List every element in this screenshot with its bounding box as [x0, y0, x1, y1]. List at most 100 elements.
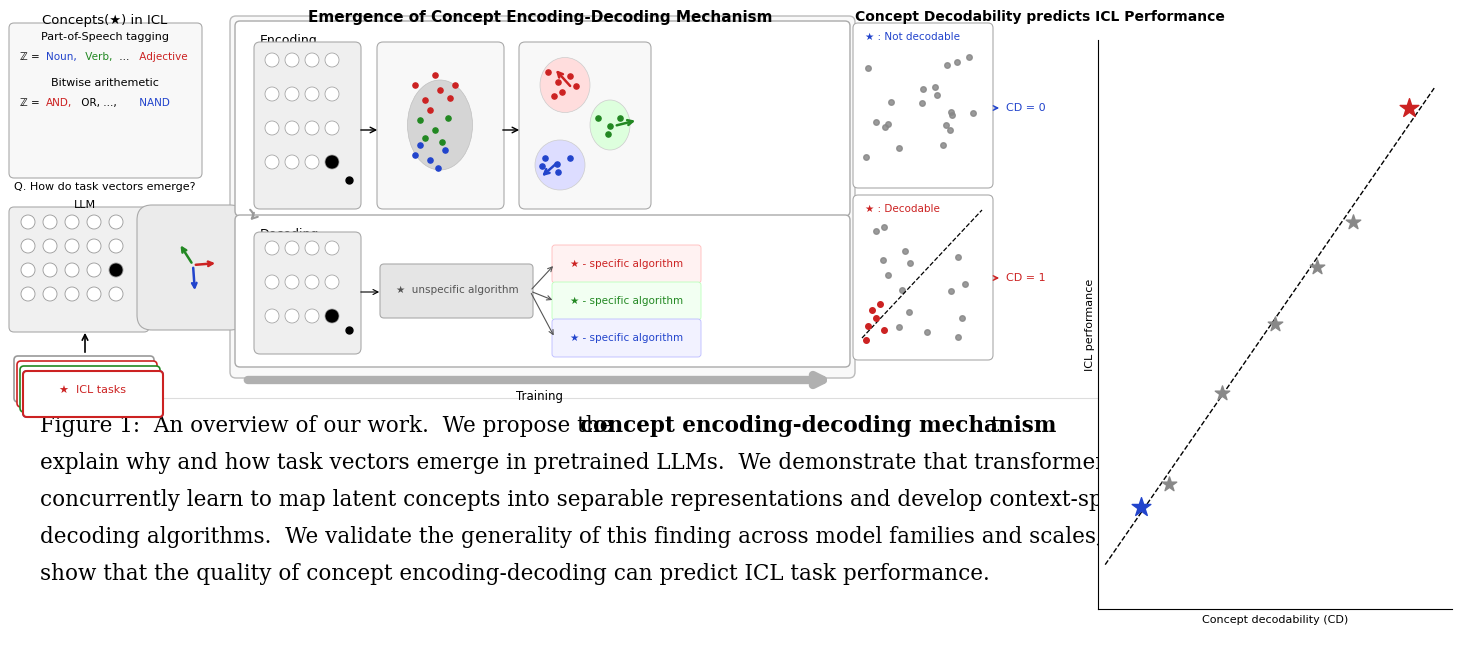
FancyBboxPatch shape [254, 232, 361, 354]
Circle shape [305, 87, 318, 101]
Point [404, 150, 427, 160]
Point [419, 155, 442, 166]
Y-axis label: ICL performance: ICL performance [1085, 278, 1095, 371]
Point [547, 77, 570, 87]
Circle shape [324, 87, 339, 101]
Circle shape [109, 263, 122, 277]
Point [880, 97, 904, 108]
Point [877, 269, 901, 280]
Circle shape [87, 287, 102, 301]
FancyBboxPatch shape [230, 16, 855, 378]
Ellipse shape [539, 58, 590, 113]
Text: explain why and how task vectors emerge in pretrained LLMs.  We demonstrate that: explain why and how task vectors emerge … [40, 452, 1117, 474]
Point [856, 320, 880, 331]
Text: Noun,: Noun, [46, 52, 77, 62]
Circle shape [21, 287, 35, 301]
Text: CD = 1: CD = 1 [1005, 273, 1045, 283]
Point [946, 252, 970, 263]
Text: ...: ... [116, 52, 130, 62]
FancyBboxPatch shape [18, 361, 158, 407]
Text: concept encoding-decoding mechanism: concept encoding-decoding mechanism [579, 415, 1057, 437]
Point [898, 258, 921, 269]
Point [419, 105, 442, 115]
Circle shape [265, 241, 279, 255]
Point [926, 90, 949, 101]
Circle shape [265, 309, 279, 323]
Point [873, 221, 896, 232]
Text: Training: Training [516, 390, 563, 403]
Circle shape [305, 155, 318, 169]
Text: ★  ICL tasks: ★ ICL tasks [59, 385, 127, 395]
Circle shape [324, 275, 339, 289]
Text: Adjective: Adjective [136, 52, 187, 62]
Circle shape [43, 287, 57, 301]
Point [413, 132, 436, 143]
Text: ★ : Decodable: ★ : Decodable [865, 204, 940, 214]
Point [1157, 479, 1181, 489]
FancyBboxPatch shape [24, 371, 164, 417]
Point [547, 167, 570, 177]
Circle shape [87, 215, 102, 229]
Point [856, 63, 880, 73]
Point [537, 67, 560, 77]
FancyBboxPatch shape [551, 245, 702, 283]
Circle shape [109, 215, 122, 229]
Point [939, 286, 963, 297]
Point [1306, 262, 1330, 273]
Point [957, 52, 980, 63]
Circle shape [65, 287, 80, 301]
Circle shape [265, 275, 279, 289]
FancyBboxPatch shape [24, 371, 164, 417]
Circle shape [65, 239, 80, 253]
Point [426, 163, 450, 173]
Text: Bitwise arithemetic: Bitwise arithemetic [52, 78, 159, 88]
Point [909, 98, 933, 109]
Text: Decoding: Decoding [259, 228, 320, 241]
Point [873, 324, 896, 335]
Circle shape [265, 155, 279, 169]
Circle shape [21, 239, 35, 253]
FancyBboxPatch shape [234, 21, 850, 216]
Point [937, 125, 961, 136]
Circle shape [305, 241, 318, 255]
Circle shape [65, 215, 80, 229]
Text: NAND: NAND [136, 98, 170, 108]
Point [890, 285, 914, 296]
Point [923, 81, 946, 92]
Circle shape [324, 121, 339, 135]
Point [935, 119, 958, 130]
Point [887, 143, 911, 154]
FancyBboxPatch shape [13, 356, 153, 402]
Point [893, 246, 917, 256]
Text: Q. How do task vectors emerge?: Q. How do task vectors emerge? [15, 182, 196, 192]
Point [404, 79, 427, 90]
Circle shape [109, 287, 122, 301]
Point [413, 95, 436, 105]
Text: ★ - specific algorithm: ★ - specific algorithm [570, 296, 684, 306]
FancyBboxPatch shape [254, 42, 361, 209]
Text: CD = 0: CD = 0 [1005, 103, 1045, 113]
Point [864, 117, 887, 127]
Circle shape [265, 53, 279, 67]
FancyBboxPatch shape [551, 282, 702, 320]
Circle shape [284, 53, 299, 67]
FancyBboxPatch shape [853, 195, 993, 360]
Text: concurrently learn to map latent concepts into separable representations and dev: concurrently learn to map latent concept… [40, 489, 1162, 511]
Text: Figure 1:  An overview of our work.  We propose the: Figure 1: An overview of our work. We pr… [40, 415, 619, 437]
Point [559, 71, 582, 81]
Point [961, 107, 985, 118]
Circle shape [305, 309, 318, 323]
Point [550, 87, 573, 97]
Point [595, 128, 619, 139]
Point [559, 153, 582, 164]
Circle shape [109, 239, 122, 253]
Point [430, 137, 454, 148]
Point [954, 279, 977, 289]
Circle shape [87, 239, 102, 253]
FancyBboxPatch shape [21, 366, 161, 412]
Text: Encoding: Encoding [259, 34, 318, 47]
Point [868, 299, 892, 309]
Point [1129, 501, 1153, 512]
Circle shape [324, 309, 339, 323]
FancyBboxPatch shape [519, 42, 652, 209]
